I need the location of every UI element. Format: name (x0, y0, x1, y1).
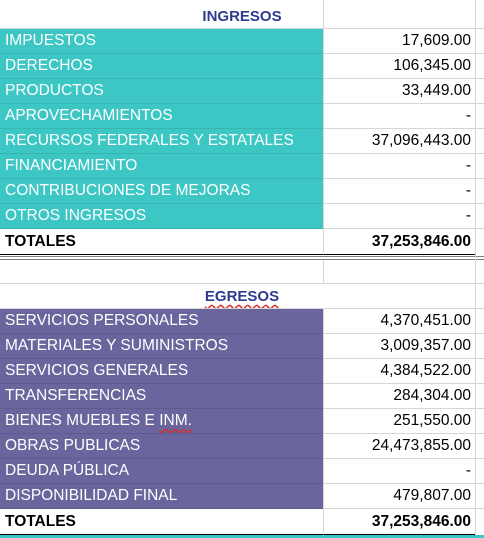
table-row[interactable]: DEUDA PÚBLICA - (0, 459, 484, 484)
row-value: 4,370,451.00 (323, 309, 475, 334)
ingresos-header-row: INGRESOS (0, 4, 484, 29)
egresos-header-row: EGRESOS (0, 284, 484, 309)
table-row[interactable]: SERVICIOS PERSONALES 4,370,451.00 (0, 309, 484, 334)
egresos-title: EGRESOS (204, 288, 280, 305)
row-value: 284,304.00 (323, 384, 475, 409)
row-value: - (323, 154, 475, 179)
ingresos-title: INGRESOS (202, 8, 282, 25)
row-label: DEUDA PÚBLICA (0, 459, 323, 484)
table-row[interactable]: DISPONIBILIDAD FINAL 479,807.00 (0, 484, 484, 509)
egresos-total-row[interactable]: TOTALES 37,253,846.00 (0, 509, 484, 535)
table-row[interactable]: DERECHOS 106,345.00 (0, 54, 484, 79)
table-row[interactable]: SERVICIOS GENERALES 4,384,522.00 (0, 359, 484, 384)
row-value: - (323, 179, 475, 204)
table-row[interactable]: IMPUESTOS 17,609.00 (0, 29, 484, 54)
row-value: 4,384,522.00 (323, 359, 475, 384)
row-label: IMPUESTOS (0, 29, 323, 54)
row-value: - (323, 104, 475, 129)
row-value: 33,449.00 (323, 79, 475, 104)
row-label: SERVICIOS GENERALES (0, 359, 323, 384)
row-value: 17,609.00 (323, 29, 475, 54)
row-label: CONTRIBUCIONES DE MEJORAS (0, 179, 323, 204)
total-value: 37,253,846.00 (323, 229, 475, 255)
row-label: OBRAS PUBLICAS (0, 434, 323, 459)
row-label: RECURSOS FEDERALES Y ESTATALES (0, 129, 323, 154)
row-value: - (323, 204, 475, 229)
ingresos-total-row[interactable]: TOTALES 37,253,846.00 (0, 229, 484, 255)
row-label: APROVECHAMIENTOS (0, 104, 323, 129)
row-value: 37,096,443.00 (323, 129, 475, 154)
row-value: - (323, 459, 475, 484)
row-label: PRODUCTOS (0, 79, 323, 104)
double-border (0, 256, 484, 260)
row-value: 479,807.00 (323, 484, 475, 509)
table-row[interactable]: OBRAS PUBLICAS 24,473,855.00 (0, 434, 484, 459)
row-label: MATERIALES Y SUMINISTROS (0, 334, 323, 359)
row-value: 106,345.00 (323, 54, 475, 79)
table-row[interactable]: MATERIALES Y SUMINISTROS 3,009,357.00 (0, 334, 484, 359)
row-value: 3,009,357.00 (323, 334, 475, 359)
table-row[interactable]: FINANCIAMIENTO - (0, 154, 484, 179)
table-row[interactable]: RECURSOS FEDERALES Y ESTATALES 37,096,44… (0, 129, 484, 154)
row-label: BIENES MUEBLES E INM. (5, 412, 192, 429)
row-label: FINANCIAMIENTO (0, 154, 323, 179)
total-label: TOTALES (0, 229, 323, 255)
bottom-border (0, 535, 484, 538)
row-label: SERVICIOS PERSONALES (0, 309, 323, 334)
row-label: OTROS INGRESOS (0, 204, 323, 229)
row-label: DISPONIBILIDAD FINAL (0, 484, 323, 509)
row-label: DERECHOS (0, 54, 323, 79)
table-row[interactable]: CONTRIBUCIONES DE MEJORAS - (0, 179, 484, 204)
table-row[interactable]: PRODUCTOS 33,449.00 (0, 79, 484, 104)
row-label: TRANSFERENCIAS (0, 384, 323, 409)
table-row[interactable]: TRANSFERENCIAS 284,304.00 (0, 384, 484, 409)
row-value: 251,550.00 (323, 409, 475, 434)
total-label: TOTALES (0, 509, 323, 535)
table-row[interactable]: APROVECHAMIENTOS - (0, 104, 484, 129)
total-value: 37,253,846.00 (323, 509, 475, 535)
table-row[interactable]: OTROS INGRESOS - (0, 204, 484, 229)
row-value: 24,473,855.00 (323, 434, 475, 459)
table-row[interactable]: BIENES MUEBLES E INM. 251,550.00 (0, 409, 484, 434)
